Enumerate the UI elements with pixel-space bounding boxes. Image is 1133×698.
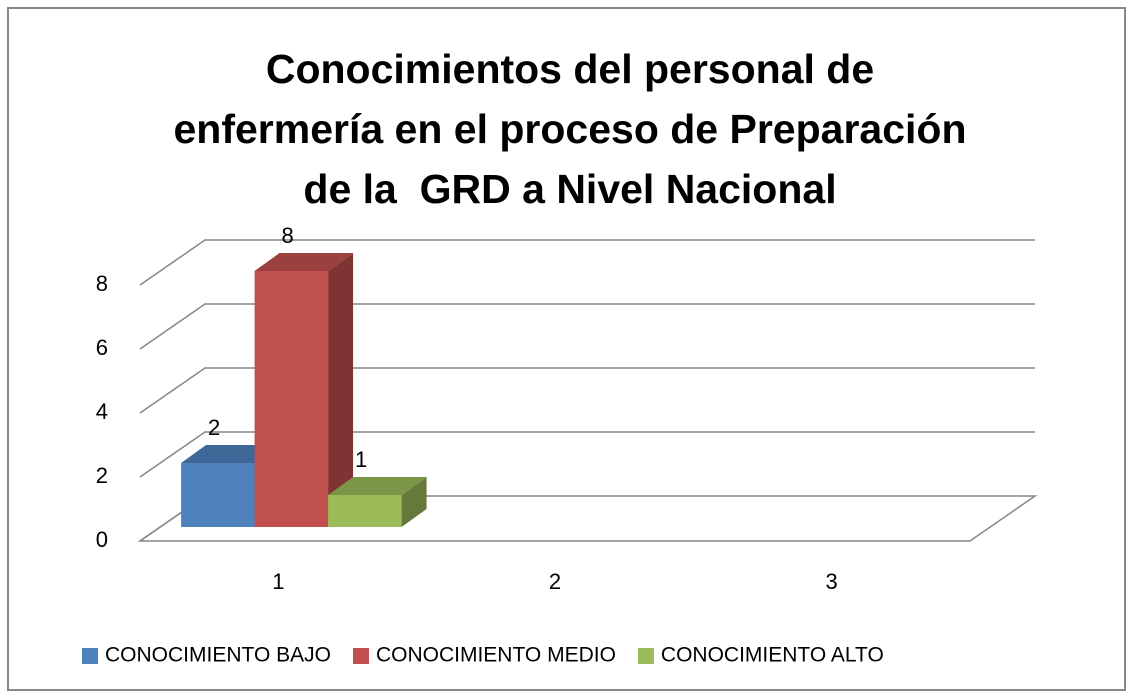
y-tick-label: 0 [96, 527, 108, 552]
data-label: 2 [208, 415, 220, 440]
x-tick-label: 1 [272, 569, 284, 594]
bar-top [328, 477, 427, 495]
legend-label: CONOCIMIENTO BAJO [105, 644, 331, 667]
bar [254, 271, 329, 527]
bar-top [254, 253, 354, 271]
x-tick-label: 2 [549, 569, 561, 594]
grid-line [139, 431, 1035, 478]
legend-swatch [637, 648, 654, 664]
chart-title: enfermería en el proceso de Preparación [174, 106, 967, 152]
y-tick-label: 6 [96, 335, 108, 360]
legend-label: CONOCIMIENTO MEDIO [376, 644, 616, 667]
bar-side [401, 477, 427, 527]
bar-side [328, 253, 354, 527]
y-tick-label: 2 [96, 463, 108, 488]
x-tick-label: 3 [826, 569, 838, 594]
legend-label: CONOCIMIENTO ALTO [661, 644, 884, 667]
data-label: 8 [282, 223, 294, 248]
grid-line [139, 239, 1035, 286]
bar [328, 495, 402, 527]
data-label: 1 [355, 447, 367, 472]
grid-line [139, 303, 1035, 350]
chart-title: Conocimientos del personal de [266, 46, 874, 92]
grid-line [139, 367, 1035, 414]
chart-title: de la GRD a Nivel Nacional [303, 166, 836, 212]
legend-swatch [82, 648, 98, 664]
y-tick-label: 8 [96, 271, 108, 296]
chart-frame [7, 7, 1126, 691]
y-tick-label: 4 [96, 399, 108, 424]
bar [181, 463, 255, 527]
legend-swatch [352, 648, 369, 664]
